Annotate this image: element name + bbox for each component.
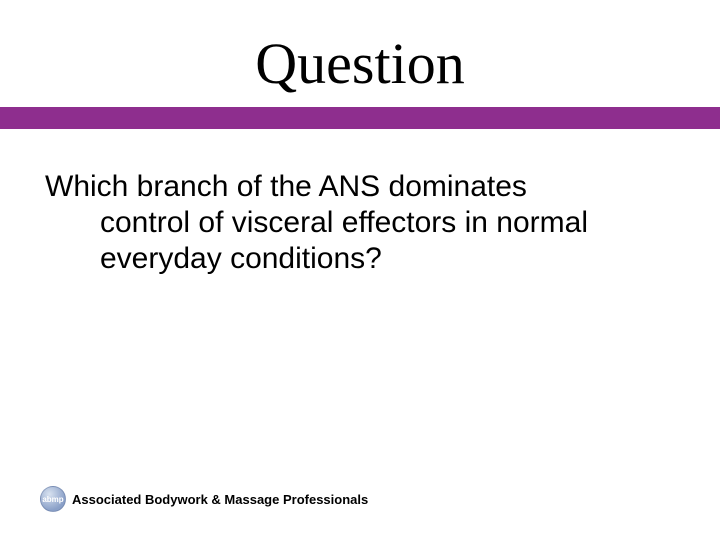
abmp-logo-icon: abmp	[40, 486, 66, 512]
slide-title: Question	[0, 30, 720, 97]
title-area: Question	[0, 0, 720, 107]
body-line-2: control of visceral effectors in normal	[45, 205, 675, 241]
body-area: Which branch of the ANS dominates contro…	[0, 129, 720, 277]
body-line-3: everyday conditions?	[45, 241, 675, 277]
question-text: Which branch of the ANS dominates contro…	[45, 169, 675, 277]
body-line-1: Which branch of the ANS dominates	[45, 170, 527, 203]
footer-org-text: Associated Bodywork & Massage Profession…	[72, 492, 368, 507]
accent-bar	[0, 107, 720, 129]
footer: abmp Associated Bodywork & Massage Profe…	[40, 486, 368, 512]
